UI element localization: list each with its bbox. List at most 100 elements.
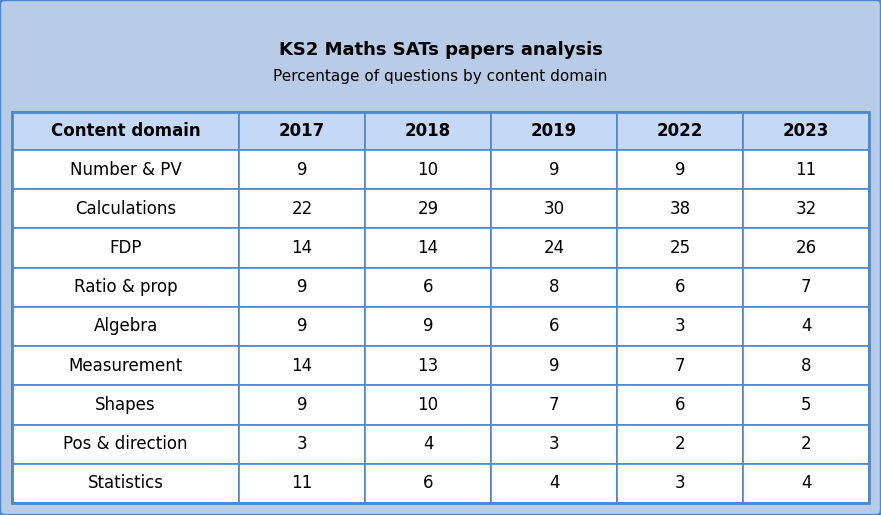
Bar [365,385,491,424]
Bar [239,229,365,268]
Text: Shapes: Shapes [95,396,156,414]
Bar [12,346,239,385]
Text: 7: 7 [801,278,811,296]
Text: Measurement: Measurement [69,357,182,375]
Text: 9: 9 [297,317,307,335]
Text: 10: 10 [418,396,439,414]
Text: Content domain: Content domain [51,122,200,140]
Text: 2022: 2022 [657,122,703,140]
Bar [239,424,365,464]
Bar [743,307,869,346]
Bar [743,229,869,268]
Bar [743,424,869,464]
Bar [743,189,869,229]
Bar [365,464,491,503]
Bar [743,346,869,385]
Bar [617,424,743,464]
Text: 6: 6 [675,278,685,296]
Text: 30: 30 [544,200,565,218]
Bar [239,112,365,150]
Bar [12,189,239,229]
Text: 14: 14 [292,239,313,257]
Text: 4: 4 [801,474,811,492]
Text: 9: 9 [297,278,307,296]
Bar [365,189,491,229]
Bar [491,229,617,268]
Text: Number & PV: Number & PV [70,161,181,179]
Text: 29: 29 [418,200,439,218]
Bar [491,385,617,424]
Bar [239,268,365,307]
Bar [491,464,617,503]
Bar [617,385,743,424]
Text: 7: 7 [549,396,559,414]
Text: 4: 4 [549,474,559,492]
Bar [491,150,617,189]
Text: 4: 4 [801,317,811,335]
Bar [491,424,617,464]
Bar [365,112,491,150]
Bar [617,346,743,385]
Text: 11: 11 [292,474,313,492]
Text: FDP: FDP [109,239,142,257]
Bar [491,112,617,150]
Bar [491,268,617,307]
Text: 3: 3 [675,474,685,492]
Text: 8: 8 [549,278,559,296]
Text: Ratio & prop: Ratio & prop [74,278,177,296]
Bar [12,112,869,503]
Text: Percentage of questions by content domain: Percentage of questions by content domai… [273,70,608,84]
Bar [12,464,239,503]
Text: 2018: 2018 [405,122,451,140]
Text: 14: 14 [292,357,313,375]
Bar [617,112,743,150]
Text: Pos & direction: Pos & direction [63,435,188,453]
Text: Calculations: Calculations [75,200,176,218]
Bar [239,189,365,229]
Text: 9: 9 [549,161,559,179]
Text: Algebra: Algebra [93,317,158,335]
Bar [743,464,869,503]
Text: 9: 9 [675,161,685,179]
Bar [12,385,239,424]
Text: 38: 38 [670,200,691,218]
Text: 14: 14 [418,239,439,257]
Text: 5: 5 [801,396,811,414]
Bar [617,464,743,503]
Text: 2023: 2023 [783,122,829,140]
Text: 2: 2 [801,435,811,453]
Text: 26: 26 [796,239,817,257]
Bar [617,150,743,189]
Text: 9: 9 [297,161,307,179]
Text: 2: 2 [675,435,685,453]
Text: 6: 6 [675,396,685,414]
Bar [365,346,491,385]
Text: 2019: 2019 [531,122,577,140]
Text: 22: 22 [292,200,313,218]
Text: 11: 11 [796,161,817,179]
Text: 25: 25 [670,239,691,257]
Text: 6: 6 [423,278,433,296]
Bar [491,307,617,346]
Text: 8: 8 [801,357,811,375]
Bar [365,424,491,464]
Text: 9: 9 [297,396,307,414]
Bar [12,307,239,346]
Text: 2017: 2017 [279,122,325,140]
Text: Statistics: Statistics [87,474,164,492]
Text: 6: 6 [423,474,433,492]
Text: 9: 9 [549,357,559,375]
Bar [743,150,869,189]
Bar [491,189,617,229]
Text: 3: 3 [297,435,307,453]
Bar [12,112,239,150]
Text: KS2 Maths SATs papers analysis: KS2 Maths SATs papers analysis [278,41,603,59]
Text: 24: 24 [544,239,565,257]
Bar [365,150,491,189]
Bar [239,346,365,385]
Text: 4: 4 [423,435,433,453]
Bar [617,307,743,346]
Bar [239,150,365,189]
Text: 7: 7 [675,357,685,375]
Bar [617,268,743,307]
